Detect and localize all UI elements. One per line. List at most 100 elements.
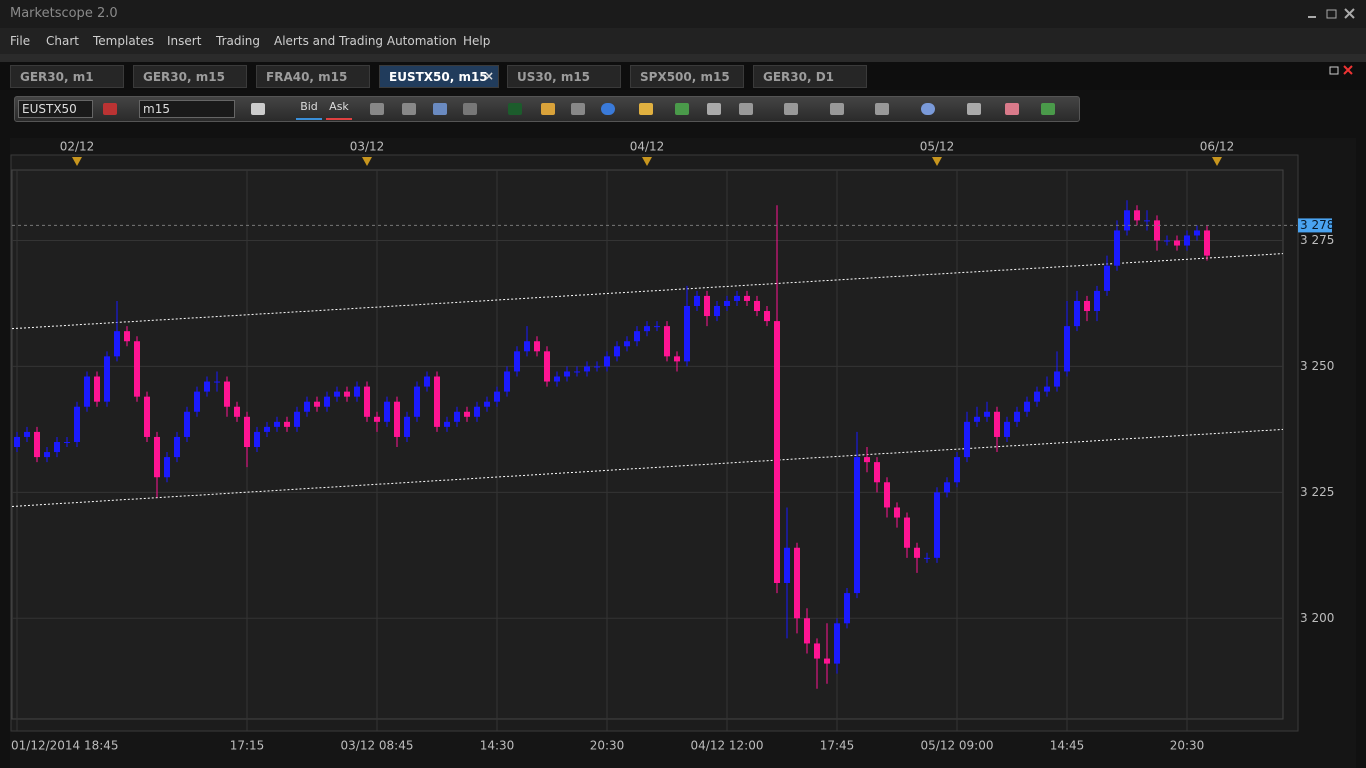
candle-body	[1174, 240, 1180, 246]
candle-body	[724, 300, 730, 306]
candle-body	[364, 386, 370, 417]
tab[interactable]: GER30, m1	[10, 65, 124, 88]
symbol-select[interactable]: EUSTX50	[18, 100, 93, 118]
icon[interactable]	[639, 103, 653, 115]
menu-item[interactable]: Insert	[167, 34, 202, 48]
tab[interactable]: US30, m15	[507, 65, 621, 88]
tab-label: US30, m15	[517, 70, 591, 84]
y-tick-label: 3 275	[1300, 233, 1334, 247]
y-tick-label: 3 225	[1300, 485, 1334, 499]
candle-body	[914, 547, 920, 558]
candle-body	[1164, 240, 1170, 242]
icon[interactable]	[463, 103, 477, 115]
candle-body	[1154, 220, 1160, 241]
icon[interactable]	[433, 103, 447, 115]
x-tick-label: 17:45	[820, 739, 855, 753]
candle-body	[714, 305, 720, 317]
candle-body	[274, 421, 280, 427]
menu-item[interactable]: Templates	[93, 34, 155, 48]
candle-body	[264, 426, 270, 432]
candle-body	[304, 401, 310, 412]
icon[interactable]	[251, 103, 265, 115]
trend-line	[11, 428, 1284, 507]
candle-body	[604, 356, 610, 367]
ask-button[interactable]: Ask	[326, 100, 352, 120]
tab[interactable]: GER30, m15	[133, 65, 247, 88]
candle-body	[74, 406, 80, 442]
icon[interactable]	[402, 103, 416, 115]
tab-label: GER30, D1	[763, 70, 835, 84]
candle-body	[784, 547, 790, 584]
candle-body	[524, 341, 530, 352]
candle-body	[894, 507, 900, 518]
icon[interactable]	[103, 103, 117, 115]
icon[interactable]	[921, 103, 935, 115]
candle-body	[424, 376, 430, 387]
candle-body	[164, 457, 170, 478]
icon[interactable]	[784, 103, 798, 115]
candle-body	[1024, 401, 1030, 412]
candle-body	[54, 441, 60, 453]
toolbar: EUSTX50 m15 Bid Ask	[14, 96, 1080, 122]
tab[interactable]: EUSTX50, m15 ×	[379, 65, 499, 88]
candle-body	[14, 436, 20, 448]
bid-button[interactable]: Bid	[296, 100, 322, 120]
candle-body	[1034, 391, 1040, 402]
icon[interactable]	[508, 103, 522, 115]
icon[interactable]	[370, 103, 384, 115]
candle-body	[814, 643, 820, 659]
tab[interactable]: SPX500, m15	[630, 65, 744, 88]
candle-body	[404, 416, 410, 437]
icon[interactable]	[739, 103, 753, 115]
candle-body	[294, 411, 300, 427]
icon[interactable]	[675, 103, 689, 115]
candle-body	[754, 300, 760, 312]
candle-body	[84, 376, 90, 407]
candle-body	[804, 618, 810, 644]
candle-body	[794, 547, 800, 619]
tab-label: GER30, m15	[143, 70, 225, 84]
icon[interactable]	[541, 103, 555, 115]
candle-body	[414, 386, 420, 417]
icon[interactable]	[601, 103, 615, 115]
candle-body	[664, 326, 670, 357]
tab-close[interactable]: ×	[483, 69, 494, 83]
candle-body	[474, 406, 480, 417]
menu-item[interactable]: Trading	[216, 34, 261, 48]
candle-body	[1044, 386, 1050, 392]
timeframe-select[interactable]: m15	[139, 100, 235, 118]
window-controls[interactable]	[1300, 6, 1360, 22]
icon[interactable]	[830, 103, 844, 115]
tab[interactable]: FRA40, m15	[256, 65, 370, 88]
candle-body	[154, 436, 160, 478]
candle-body	[204, 381, 210, 392]
tab[interactable]: GER30, D1	[753, 65, 867, 88]
candle-body	[854, 457, 860, 594]
candle-body	[824, 658, 830, 664]
candle-body	[974, 416, 980, 422]
candle-body	[484, 401, 490, 407]
icon[interactable]	[875, 103, 889, 115]
candle-body	[1014, 411, 1020, 422]
menu-item[interactable]: Chart	[46, 34, 79, 48]
x-tick-label: 20:30	[1170, 739, 1205, 753]
icon[interactable]	[967, 103, 981, 115]
tab-label: FRA40, m15	[266, 70, 348, 84]
candle-body	[504, 371, 510, 392]
menu-item[interactable]: Help	[463, 34, 491, 48]
candle-body	[704, 295, 710, 317]
panel-controls[interactable]	[1326, 64, 1356, 78]
icon[interactable]	[1005, 103, 1019, 115]
icon[interactable]	[571, 103, 585, 115]
icon[interactable]	[707, 103, 721, 115]
date-marker	[72, 157, 82, 166]
icon[interactable]	[1041, 103, 1055, 115]
candle-body	[314, 401, 320, 407]
menu-item[interactable]: Alerts and Trading Automation	[274, 34, 457, 48]
date-marker-label: 02/12	[60, 140, 95, 154]
candle-body	[194, 391, 200, 412]
y-tick-label: 3 200	[1300, 611, 1334, 625]
candle-body	[1134, 210, 1140, 221]
tab-label: EUSTX50, m15	[389, 70, 488, 84]
menu-item[interactable]: File	[10, 34, 31, 48]
